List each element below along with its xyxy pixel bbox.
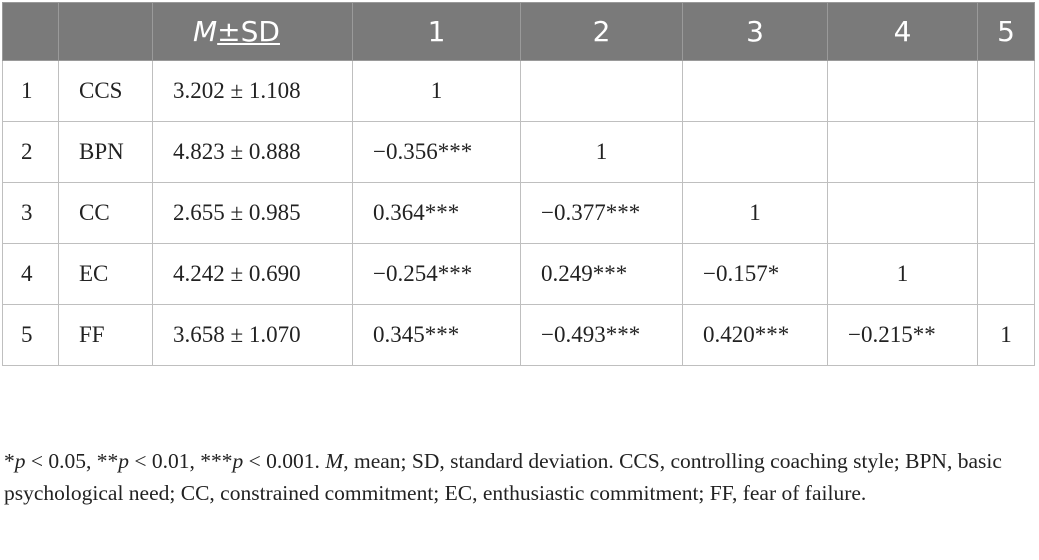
footnote-p-symbol: p bbox=[118, 449, 130, 473]
row-mean-sd: 3.658 ± 1.070 bbox=[152, 304, 353, 366]
row-variable: CC bbox=[58, 182, 153, 244]
header-col-1: 1 bbox=[352, 2, 521, 61]
footnote-threshold-3: < 0.001. bbox=[243, 449, 326, 473]
table-row: 5 FF 3.658 ± 1.070 0.345*** −0.493*** 0.… bbox=[2, 304, 1035, 366]
cell-r-5 bbox=[977, 60, 1035, 122]
header-col-5: 5 bbox=[977, 2, 1035, 61]
table-row: 3 CC 2.655 ± 0.985 0.364*** −0.377*** 1 bbox=[2, 182, 1035, 244]
footnote-p-symbol: p bbox=[232, 449, 244, 473]
cell-r-2: 1 bbox=[520, 121, 683, 183]
header-col-4: 4 bbox=[827, 2, 978, 61]
header-mean-sd: M±SD bbox=[152, 2, 353, 61]
cell-r-5 bbox=[977, 182, 1035, 244]
cell-r-3: 0.420*** bbox=[682, 304, 828, 366]
row-index: 3 bbox=[2, 182, 59, 244]
header-variable bbox=[58, 2, 153, 61]
cell-r-2: −0.377*** bbox=[520, 182, 683, 244]
cell-r-4 bbox=[827, 182, 978, 244]
cell-r-2: −0.493*** bbox=[520, 304, 683, 366]
cell-r-2: 0.249*** bbox=[520, 243, 683, 305]
header-index bbox=[2, 2, 59, 61]
footnote-threshold-1: < 0.05, ** bbox=[25, 449, 119, 473]
table-row: 1 CCS 3.202 ± 1.108 1 bbox=[2, 60, 1035, 122]
row-mean-sd: 2.655 ± 0.985 bbox=[152, 182, 353, 244]
cell-r-4 bbox=[827, 60, 978, 122]
row-mean-sd: 4.823 ± 0.888 bbox=[152, 121, 353, 183]
cell-r-3 bbox=[682, 121, 828, 183]
header-sd-symbol: ±SD bbox=[217, 15, 280, 48]
cell-r-3: 1 bbox=[682, 182, 828, 244]
footnote-star: * bbox=[4, 449, 15, 473]
cell-r-1: −0.254*** bbox=[352, 243, 521, 305]
row-variable: FF bbox=[58, 304, 153, 366]
cell-r-3: −0.157* bbox=[682, 243, 828, 305]
footnote-p-symbol: p bbox=[14, 449, 26, 473]
footnote-threshold-2: < 0.01, *** bbox=[129, 449, 233, 473]
header-row: M±SD 1 2 3 4 5 bbox=[2, 2, 1035, 61]
footnote-abbreviations: , mean; SD, standard deviation. CCS, con… bbox=[4, 449, 1002, 505]
header-mean-symbol: M bbox=[193, 15, 218, 48]
cell-r-4: 1 bbox=[827, 243, 978, 305]
table-row: 2 BPN 4.823 ± 0.888 −0.356*** 1 bbox=[2, 121, 1035, 183]
row-variable: BPN bbox=[58, 121, 153, 183]
cell-r-4: −0.215** bbox=[827, 304, 978, 366]
cell-r-4 bbox=[827, 121, 978, 183]
cell-r-1: 0.345*** bbox=[352, 304, 521, 366]
cell-r-1: −0.356*** bbox=[352, 121, 521, 183]
row-variable: CCS bbox=[58, 60, 153, 122]
correlation-table: M±SD 1 2 3 4 5 1 CCS 3.202 ± 1.108 1 2 B… bbox=[2, 2, 1035, 366]
table-footnote: *p < 0.05, **p < 0.01, ***p < 0.001. M, … bbox=[4, 445, 1034, 509]
cell-r-2 bbox=[520, 60, 683, 122]
row-index: 2 bbox=[2, 121, 59, 183]
row-index: 1 bbox=[2, 60, 59, 122]
row-index: 4 bbox=[2, 243, 59, 305]
row-index: 5 bbox=[2, 304, 59, 366]
row-mean-sd: 4.242 ± 0.690 bbox=[152, 243, 353, 305]
header-col-3: 3 bbox=[682, 2, 828, 61]
row-mean-sd: 3.202 ± 1.108 bbox=[152, 60, 353, 122]
cell-r-1: 0.364*** bbox=[352, 182, 521, 244]
cell-r-5 bbox=[977, 243, 1035, 305]
cell-r-1: 1 bbox=[352, 60, 521, 122]
header-col-2: 2 bbox=[520, 2, 683, 61]
cell-r-5: 1 bbox=[977, 304, 1035, 366]
row-variable: EC bbox=[58, 243, 153, 305]
cell-r-5 bbox=[977, 121, 1035, 183]
cell-r-3 bbox=[682, 60, 828, 122]
footnote-mean-symbol: M bbox=[325, 449, 344, 473]
table-row: 4 EC 4.242 ± 0.690 −0.254*** 0.249*** −0… bbox=[2, 243, 1035, 305]
